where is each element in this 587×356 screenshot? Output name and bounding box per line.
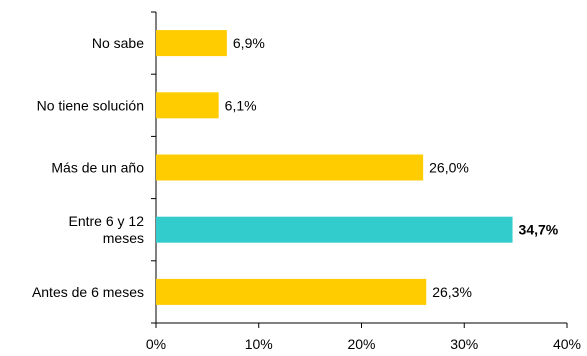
bar xyxy=(156,216,513,243)
x-tick-label: 40% xyxy=(553,336,581,352)
category-label: No tiene solución xyxy=(37,97,144,113)
data-label: 26,0% xyxy=(429,160,469,176)
bar xyxy=(156,154,424,181)
chart-bars xyxy=(156,30,513,305)
x-tick-labels: 0% 10% 20% 30% 40% xyxy=(146,336,581,352)
category-label: Entre 6 y 12 xyxy=(69,213,145,229)
bar xyxy=(156,278,427,305)
category-label: Antes de 6 meses xyxy=(32,284,144,300)
x-tick-label: 10% xyxy=(245,336,273,352)
category-labels: No sabe No tiene solución Más de un año Ent… xyxy=(32,35,144,300)
x-tick-label: 30% xyxy=(450,336,478,352)
x-tick-label: 0% xyxy=(146,336,166,352)
x-tick-label: 20% xyxy=(347,336,375,352)
data-label: 6,9% xyxy=(233,35,265,51)
bar xyxy=(156,92,219,119)
category-label: Más de un año xyxy=(51,160,144,176)
data-label: 26,3% xyxy=(432,284,472,300)
bar xyxy=(156,30,227,57)
category-label: meses xyxy=(103,230,144,246)
category-label: No sabe xyxy=(92,35,144,51)
data-labels: 6,9% 6,1% 26,0% 34,7% 26,3% xyxy=(225,35,559,300)
data-label: 6,1% xyxy=(225,97,257,113)
data-label: 34,7% xyxy=(519,222,559,238)
